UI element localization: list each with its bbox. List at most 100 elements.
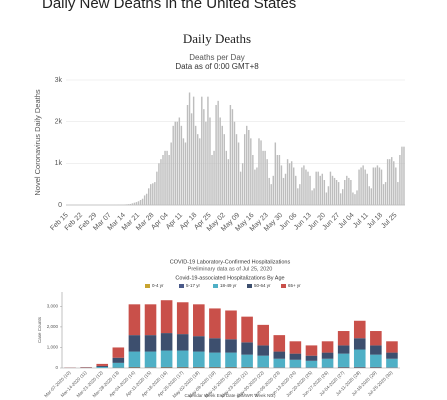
- bar: [272, 175, 274, 205]
- legend-label: 5-17 yr: [186, 283, 201, 288]
- bar-segment: [321, 341, 334, 353]
- bar: [125, 204, 127, 205]
- bar-segment: [225, 339, 237, 353]
- bar-segment: [289, 359, 302, 368]
- bar: [341, 189, 344, 205]
- bar: [303, 165, 305, 205]
- bar: [352, 192, 354, 205]
- bar: [248, 130, 250, 205]
- y-tick-label: 1,000: [47, 345, 59, 350]
- bar: [262, 150, 264, 205]
- bar: [209, 117, 211, 205]
- bar: [180, 125, 183, 205]
- bar: [317, 171, 319, 205]
- page-title: Daily New Deaths in the United States: [42, 0, 296, 12]
- bar: [160, 159, 162, 205]
- bar: [290, 161, 293, 205]
- legend-swatch: [145, 284, 150, 288]
- legend-label: 18-49 yr: [220, 283, 237, 288]
- bar-segment: [305, 360, 318, 368]
- bar-segment: [112, 357, 125, 363]
- bar: [199, 138, 201, 205]
- bar: [356, 190, 358, 205]
- bar: [307, 171, 309, 205]
- chart-title: COVID-19 Laboratory-Confirmed Hospitaliz…: [170, 259, 291, 265]
- bar-segment: [273, 358, 286, 368]
- bar: [229, 105, 232, 205]
- bar: [348, 177, 350, 205]
- bar: [327, 186, 330, 205]
- y-tick-label: 0: [55, 365, 58, 370]
- bar: [254, 169, 256, 205]
- bar: [319, 175, 321, 205]
- bar: [286, 159, 289, 205]
- bar: [215, 105, 217, 205]
- y-tick-label: 0: [58, 202, 62, 209]
- bar: [395, 167, 397, 205]
- chart-note: Covid-19-associated Hospitalizations By …: [175, 275, 284, 281]
- y-tick-label: 3k: [55, 77, 63, 84]
- bar-segment: [176, 334, 189, 351]
- bar: [152, 183, 154, 205]
- bar: [309, 175, 311, 205]
- bar-segment: [337, 331, 350, 346]
- bar: [217, 100, 219, 205]
- bar: [207, 96, 209, 205]
- bar: [133, 202, 136, 205]
- bar: [264, 150, 266, 205]
- bar: [176, 121, 179, 205]
- bar: [321, 173, 324, 205]
- bar: [270, 184, 272, 205]
- chart-subtitle: Deaths per Day: [189, 53, 245, 62]
- bar-segment: [112, 347, 125, 358]
- bar: [227, 159, 230, 205]
- bar: [391, 157, 393, 205]
- bar: [339, 193, 342, 205]
- bar: [346, 175, 348, 205]
- bar: [225, 150, 228, 205]
- bar: [190, 113, 193, 205]
- bar-segment: [257, 367, 269, 368]
- bar: [213, 150, 215, 205]
- bar: [205, 121, 207, 205]
- bar: [329, 171, 332, 205]
- bar: [141, 198, 144, 205]
- bar: [256, 167, 258, 205]
- bar: [333, 177, 336, 205]
- bar: [401, 146, 403, 205]
- bar-segment: [241, 354, 253, 367]
- legend-swatch: [281, 284, 286, 288]
- bar: [278, 155, 281, 205]
- bar: [354, 194, 356, 205]
- bar: [135, 202, 138, 205]
- bar-segment: [241, 316, 253, 343]
- bar: [150, 184, 152, 205]
- bar-segment: [257, 324, 269, 346]
- bar-segment: [112, 362, 125, 368]
- bar: [382, 184, 385, 205]
- bar: [297, 188, 299, 205]
- bar: [350, 180, 352, 205]
- y-tick-label: 2k: [55, 119, 63, 126]
- bar-segment: [193, 304, 205, 337]
- bar: [313, 188, 315, 205]
- chart-title: Daily Deaths: [183, 31, 251, 46]
- bar: [184, 142, 187, 205]
- bar: [186, 105, 189, 205]
- bar: [364, 169, 366, 205]
- bar: [221, 125, 223, 205]
- bar: [403, 146, 405, 205]
- bar: [182, 138, 185, 205]
- bar-segment: [353, 320, 366, 339]
- bar: [162, 155, 164, 205]
- bar-segment: [176, 350, 189, 367]
- y-tick-label: 1k: [55, 160, 63, 167]
- bar: [174, 121, 176, 205]
- bar: [266, 159, 268, 205]
- bar-segment: [144, 335, 157, 352]
- bar: [295, 175, 297, 205]
- bar: [260, 140, 262, 205]
- bar: [201, 96, 203, 205]
- bar-segment: [225, 352, 237, 367]
